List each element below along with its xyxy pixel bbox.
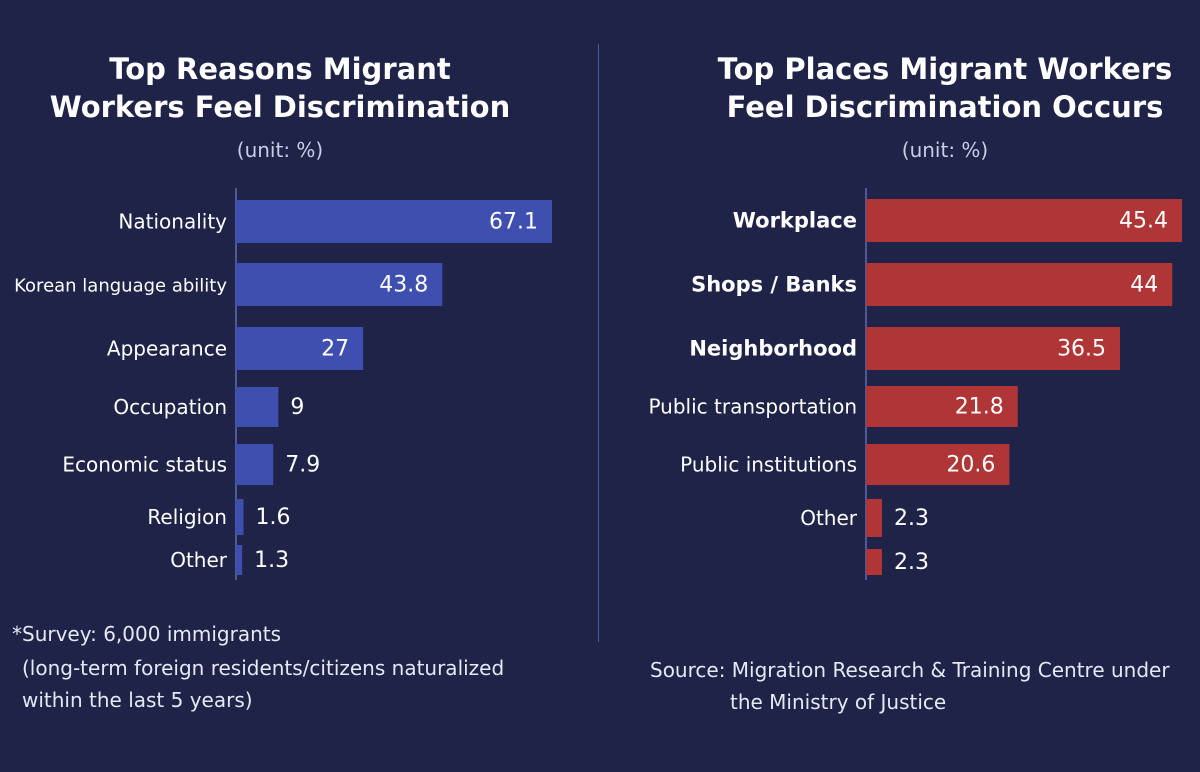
right-bar bbox=[866, 549, 883, 575]
left-category-label: Economic status bbox=[62, 453, 227, 477]
right-bar bbox=[866, 327, 1121, 370]
left-bar bbox=[236, 387, 279, 427]
right-bar bbox=[866, 499, 883, 537]
right-chart-unit: (unit: %) bbox=[901, 138, 989, 162]
left-value-label: 67.1 bbox=[489, 210, 538, 235]
left-bar bbox=[236, 263, 443, 306]
right-category-label: Public institutions bbox=[680, 453, 857, 477]
left-value-label: 43.8 bbox=[379, 273, 428, 298]
right-bar bbox=[866, 444, 1010, 485]
left-bar bbox=[236, 545, 243, 575]
source-note-line-2: the Ministry of Justice bbox=[730, 690, 947, 714]
right-value-label: 36.5 bbox=[1057, 337, 1106, 362]
left-chart-title: Top Reasons Migrant Workers Feel Discrim… bbox=[0, 50, 560, 126]
left-bar-chart: Nationality 67.1 Korean language ability 43… bbox=[14, 188, 552, 580]
left-category-label: Appearance bbox=[107, 337, 227, 361]
survey-footnote-detail: (long-term foreign residents/citizens na… bbox=[22, 656, 505, 712]
left-value-label: 1.6 bbox=[256, 505, 291, 530]
right-category-label: Shops / Banks bbox=[691, 273, 857, 297]
right-chart-title-line-2: Feel Discrimination Occurs bbox=[726, 90, 1164, 124]
right-bar bbox=[866, 199, 1182, 242]
left-category-label: Nationality bbox=[118, 210, 227, 234]
left-bar bbox=[236, 200, 552, 243]
left-bar bbox=[236, 327, 364, 370]
right-value-label: 45.4 bbox=[1119, 209, 1168, 234]
right-category-label: Workplace bbox=[733, 209, 857, 233]
right-category-label: Neighborhood bbox=[689, 337, 857, 361]
left-bar bbox=[236, 499, 244, 535]
left-chart-title-line-1: Top Reasons Migrant bbox=[109, 52, 451, 86]
right-category-label: Other bbox=[800, 506, 858, 530]
left-category-label: Korean language ability bbox=[14, 276, 227, 297]
left-value-label: 9 bbox=[290, 395, 304, 420]
panel-divider bbox=[598, 44, 599, 642]
right-bar bbox=[866, 386, 1018, 427]
right-category-label: Public transportation bbox=[648, 395, 857, 419]
left-category-label: Religion bbox=[147, 505, 227, 529]
left-value-label: 27 bbox=[321, 337, 349, 362]
right-value-label: 44 bbox=[1130, 273, 1158, 298]
survey-footnote: *Survey: 6,000 immigrants bbox=[12, 622, 282, 646]
left-value-label: 7.9 bbox=[285, 453, 320, 478]
right-chart-title-line-1: Top Places Migrant Workers bbox=[717, 52, 1173, 86]
right-value-label: 2.3 bbox=[894, 506, 929, 531]
source-note: Source: Migration Research & Training Ce… bbox=[650, 658, 1170, 682]
left-category-label: Occupation bbox=[113, 395, 227, 419]
right-value-label: 2.3 bbox=[894, 550, 929, 575]
left-chart-unit: (unit: %) bbox=[236, 138, 324, 162]
left-chart-title-line-2: Workers Feel Discrimination bbox=[49, 90, 511, 124]
left-value-label: 1.3 bbox=[254, 548, 289, 573]
right-bar-chart: Workplace 45.4 Shops / Banks 44 Neighborhood… bbox=[648, 188, 1182, 580]
left-category-label: Other bbox=[170, 548, 228, 572]
right-chart-title: Top Places Migrant Workers Feel Discrimi… bbox=[690, 50, 1200, 126]
right-bar bbox=[866, 263, 1173, 306]
right-value-label: 20.6 bbox=[946, 453, 995, 478]
left-bar bbox=[236, 444, 274, 485]
right-value-label: 21.8 bbox=[955, 395, 1004, 420]
